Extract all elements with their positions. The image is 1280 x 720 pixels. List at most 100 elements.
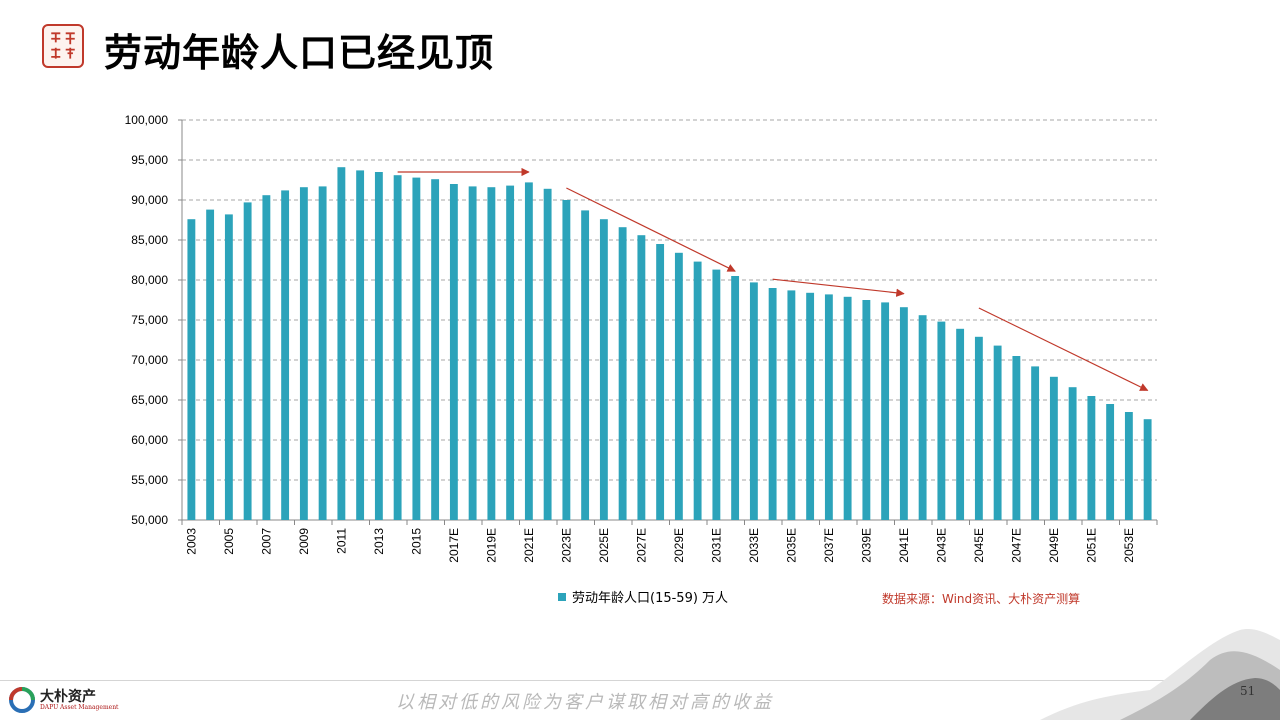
bar-2050E <box>1068 387 1077 520</box>
chart-legend: 劳动年龄人口(15-59) 万人 <box>558 587 728 606</box>
x-tick-label: 2011 <box>334 528 348 554</box>
x-tick-label: 2031E <box>709 528 723 563</box>
x-tick-label: 2037E <box>822 528 836 563</box>
x-tick-label: 2019E <box>484 528 498 563</box>
bar-2032E <box>731 276 740 520</box>
bar-2024E <box>581 210 590 520</box>
bar-2039E <box>862 300 871 520</box>
x-tick-label: 2005 <box>222 528 236 555</box>
bar-2017E <box>449 184 458 520</box>
bar-2016 <box>431 179 440 520</box>
bar-2028E <box>656 244 665 520</box>
y-tick-label: 95,000 <box>131 153 168 167</box>
bar-2044E <box>956 328 965 520</box>
bar-2054E <box>1143 419 1152 520</box>
bar-2027E <box>637 235 646 520</box>
bar-2045E <box>974 336 983 520</box>
bar-2005 <box>224 214 233 520</box>
x-tick-label: 2043E <box>934 528 948 563</box>
bar-2052E <box>1106 404 1115 520</box>
logo-subtitle: DAPU Asset Management <box>40 704 119 711</box>
bar-2010 <box>318 186 327 520</box>
page-title: 劳动年龄人口已经见顶 <box>104 31 495 75</box>
trend-arrow <box>566 187 736 272</box>
x-tick-label: 2013 <box>372 528 386 555</box>
legend-swatch <box>558 592 566 601</box>
footer-slogan: 以相对低的风险为客户谋取相对高的收益 <box>396 692 774 713</box>
y-tick-label: 100,000 <box>125 113 169 127</box>
bar-2046E <box>993 345 1002 520</box>
bar-2006 <box>243 202 252 520</box>
bar-2047E <box>1012 356 1021 520</box>
bar-2049E <box>1049 376 1058 520</box>
x-tick-label: 2049E <box>1047 528 1061 563</box>
x-tick-label: 2017E <box>447 528 461 563</box>
trend-arrow <box>772 278 905 297</box>
bar-2011 <box>337 167 346 520</box>
bar-chart: 50,000 55,000 60,000 65,000 70,000 75,000 80,0… <box>125 113 1158 563</box>
bar-2031E <box>712 269 721 520</box>
bar-2036E <box>806 292 815 520</box>
bar-2022E <box>543 188 552 521</box>
bar-2026E <box>618 227 627 520</box>
bar-2037E <box>824 294 833 520</box>
bar-2041E <box>899 307 908 520</box>
x-tick-label: 2025E <box>597 528 611 563</box>
bar-2003 <box>187 219 196 520</box>
x-tick-label: 2003 <box>184 528 198 555</box>
y-tick-label: 65,000 <box>131 393 168 407</box>
x-tick-label: 2027E <box>634 528 648 563</box>
y-tick-label: 80,000 <box>131 273 168 287</box>
bar-2015 <box>412 177 421 520</box>
bar-2030E <box>693 261 702 520</box>
bar-2029E <box>674 252 683 521</box>
x-tick-label: 2023E <box>559 528 573 563</box>
x-tick-label: 2035E <box>784 528 798 563</box>
x-tick-label: 2009 <box>297 528 311 555</box>
seal-logo <box>42 24 84 68</box>
x-tick-label: 2021E <box>522 528 536 563</box>
x-tick-label: 2007 <box>259 528 273 555</box>
bar-2025E <box>599 219 608 520</box>
bar-2013 <box>374 172 383 520</box>
trend-arrow <box>978 307 1149 391</box>
y-tick-label: 70,000 <box>131 353 168 367</box>
bar-2018E <box>468 186 477 520</box>
bar-2048E <box>1031 366 1040 520</box>
x-tick-label: 2039E <box>859 528 873 563</box>
x-tick-label: 2029E <box>672 528 686 563</box>
x-tick-label: 2047E <box>1009 528 1023 563</box>
bar-2020E <box>506 185 515 520</box>
bar-2012 <box>356 170 365 520</box>
bar-2043E <box>937 321 946 520</box>
y-tick-label: 55,000 <box>131 473 168 487</box>
dapu-logo-icon <box>9 687 35 713</box>
bar-2021E <box>524 182 533 520</box>
legend-label: 劳动年龄人口(15-59) 万人 <box>572 591 729 606</box>
bar-2038E <box>843 296 852 520</box>
x-tick-label: 2015 <box>409 528 423 555</box>
bar-2033E <box>749 282 758 520</box>
y-tick-label: 75,000 <box>131 313 168 327</box>
x-tick-label: 2033E <box>747 528 761 563</box>
x-tick-label: 2045E <box>972 528 986 563</box>
bar-2008 <box>281 190 290 520</box>
ink-mountain-decoration <box>1040 629 1280 720</box>
x-tick-label: 2053E <box>1122 528 1136 563</box>
y-tick-label: 60,000 <box>131 433 168 447</box>
seal-icon <box>51 32 75 59</box>
bar-2009 <box>299 187 308 520</box>
bar-2007 <box>262 195 271 520</box>
bar-2053E <box>1124 412 1133 520</box>
bar-2034E <box>768 288 777 520</box>
bar-2040E <box>881 302 890 520</box>
data-source: 数据来源：Wind资讯、大朴资产测算 <box>882 592 1081 606</box>
footer-divider <box>0 680 1280 681</box>
logo-name: 大朴资产 <box>40 689 96 705</box>
company-logo: 大朴资产 DAPU Asset Management <box>8 684 148 716</box>
bar-2004 <box>206 209 215 520</box>
y-tick-label: 50,000 <box>131 513 168 527</box>
y-tick-label: 85,000 <box>131 233 168 247</box>
page-number: 51 <box>1240 684 1256 698</box>
bar-2014 <box>393 175 402 520</box>
